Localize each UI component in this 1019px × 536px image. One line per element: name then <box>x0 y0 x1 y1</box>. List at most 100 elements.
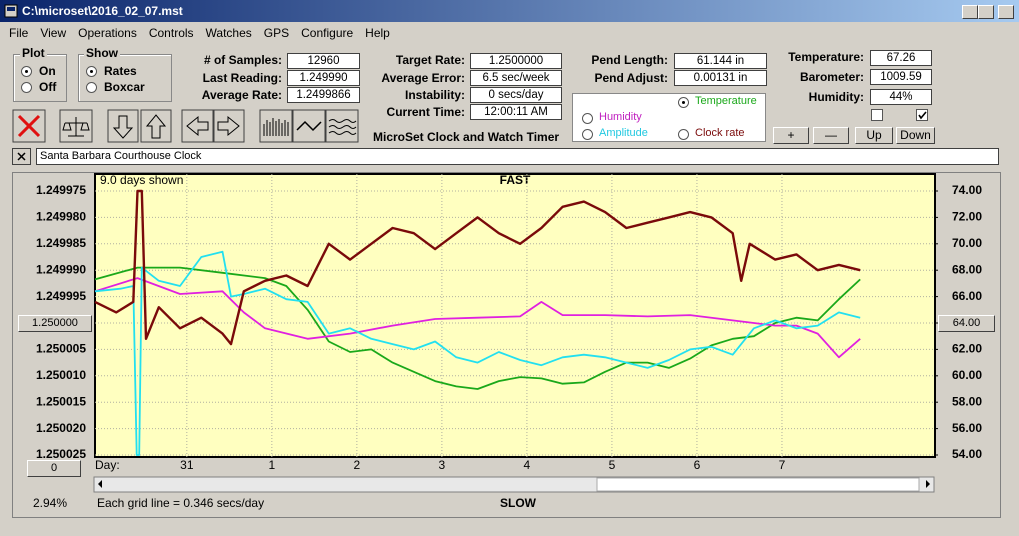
field-label: Target Rate: <box>395 53 465 67</box>
radio[interactable] <box>582 113 593 124</box>
minimize-button[interactable] <box>962 5 978 19</box>
down-button[interactable]: Down <box>896 127 935 144</box>
menu-item[interactable]: GPS <box>263 26 290 40</box>
checkbox[interactable] <box>871 109 883 121</box>
y-tick-label: 1.249975 <box>36 183 86 197</box>
menu-bar: File View Operations Controls Watches GPS Conf… <box>9 26 402 40</box>
percent-label: 2.94% <box>33 496 67 510</box>
up-button[interactable]: Up <box>855 127 893 144</box>
radio[interactable] <box>678 97 689 108</box>
right-offset[interactable]: 64.00 <box>938 315 995 332</box>
toolbar <box>12 109 359 143</box>
radio-label[interactable]: Boxcar <box>104 80 145 94</box>
clock-name[interactable]: Santa Barbara Courthouse Clock <box>36 148 999 165</box>
x-tick-label: 2 <box>354 458 361 472</box>
y-tick-label: 1.250010 <box>36 368 86 382</box>
y2-tick-label: 60.00 <box>952 368 982 382</box>
y2-tick-label: 56.00 <box>952 421 982 435</box>
radio-label[interactable]: On <box>39 64 56 78</box>
left-offset[interactable]: 1.250000 <box>18 315 92 332</box>
y-tick-label: 1.249985 <box>36 236 86 250</box>
show-group <box>78 54 172 102</box>
menu-item[interactable]: Help <box>365 26 390 40</box>
y2-tick-label: 68.00 <box>952 262 982 276</box>
y-tick-label: 1.249990 <box>36 262 86 276</box>
maximize-button[interactable] <box>978 5 994 19</box>
field-value: 61.144 in <box>674 53 767 69</box>
scroll-thumb[interactable] <box>596 477 920 492</box>
radio-label[interactable]: Temperature <box>695 95 757 107</box>
field-value: 1.2499866 <box>287 87 360 103</box>
field-value: 67.26 <box>870 50 932 66</box>
radio[interactable] <box>678 129 689 140</box>
title-bar <box>0 0 1019 22</box>
graph-selector <box>572 93 766 142</box>
menu-item[interactable]: Controls <box>148 26 194 40</box>
left-button[interactable] <box>181 109 214 143</box>
grid-note: Each grid line = 0.346 secs/day <box>97 496 264 510</box>
field-value: 1009.59 <box>870 69 932 85</box>
group-title: Plot <box>20 46 47 60</box>
x-tick-label: 31 <box>180 458 194 472</box>
x-tick-label: 4 <box>524 458 531 472</box>
minus-button[interactable]: — <box>813 127 849 144</box>
radio-label[interactable]: Amplitude <box>599 127 648 139</box>
series-line <box>94 250 861 456</box>
stop-button[interactable] <box>12 109 46 143</box>
group-title: Show <box>84 46 120 60</box>
x-tick-label: 6 <box>694 458 701 472</box>
field-label: Temperature: <box>788 50 864 64</box>
clear-name-button[interactable] <box>12 148 32 166</box>
down-button[interactable] <box>107 109 139 143</box>
radio-label[interactable]: Clock rate <box>695 127 745 139</box>
balance-button[interactable] <box>59 109 93 143</box>
slow-label: SLOW <box>500 496 537 510</box>
field-label: Last Reading: <box>202 71 282 85</box>
y-tick-label: 1.249995 <box>36 289 86 303</box>
plus-button[interactable]: + <box>773 127 809 144</box>
up-button[interactable] <box>140 109 172 143</box>
field-value: 0.00131 in <box>674 70 767 86</box>
checkboxes <box>871 109 928 121</box>
field-value: 6.5 sec/week <box>470 70 562 86</box>
y2-tick-label: 72.00 <box>952 210 982 224</box>
y2-tick-label: 62.00 <box>952 342 982 356</box>
x-tick-label: 3 <box>439 458 446 472</box>
radio[interactable] <box>582 129 593 140</box>
field-label: Barometer: <box>799 70 864 84</box>
field-value: 12960 <box>287 53 360 69</box>
menu-item[interactable]: Operations <box>78 26 137 40</box>
menu-item[interactable]: Configure <box>301 26 354 40</box>
field-label: Pend Adjust: <box>594 71 668 85</box>
checkbox[interactable] <box>916 109 928 121</box>
field-label: Current Time: <box>386 105 465 119</box>
menu-item[interactable]: View <box>40 26 67 40</box>
plot-group <box>13 54 67 102</box>
radio-label[interactable]: Off <box>39 80 57 94</box>
menu-item[interactable]: Watches <box>205 26 252 40</box>
app-icon <box>4 4 18 18</box>
y2-tick-label: 58.00 <box>952 394 982 408</box>
field-value: 44% <box>870 89 932 105</box>
x-tick-label: 1 <box>268 458 275 472</box>
scroll-value[interactable]: 0 <box>27 460 81 477</box>
right-button[interactable] <box>213 109 245 143</box>
radio-label[interactable]: Humidity <box>599 111 642 123</box>
radio[interactable] <box>86 66 97 77</box>
radio[interactable] <box>21 82 32 93</box>
waves-button[interactable] <box>325 109 359 143</box>
field-label: Instability: <box>404 88 465 102</box>
wave-button[interactable] <box>292 109 326 143</box>
close-button[interactable] <box>998 5 1014 19</box>
window-title: C:\microset\2016_02_07.mst <box>22 4 183 18</box>
menu-item[interactable]: File <box>9 26 29 40</box>
y2-tick-label: 66.00 <box>952 289 982 303</box>
radio[interactable] <box>86 82 97 93</box>
radio[interactable] <box>21 66 32 77</box>
bars-button[interactable] <box>259 109 293 143</box>
radio-label[interactable]: Rates <box>104 64 137 78</box>
y-tick-label: 1.250025 <box>36 447 86 461</box>
chart-panel <box>12 172 1001 518</box>
field-value: 1.2500000 <box>470 53 562 69</box>
